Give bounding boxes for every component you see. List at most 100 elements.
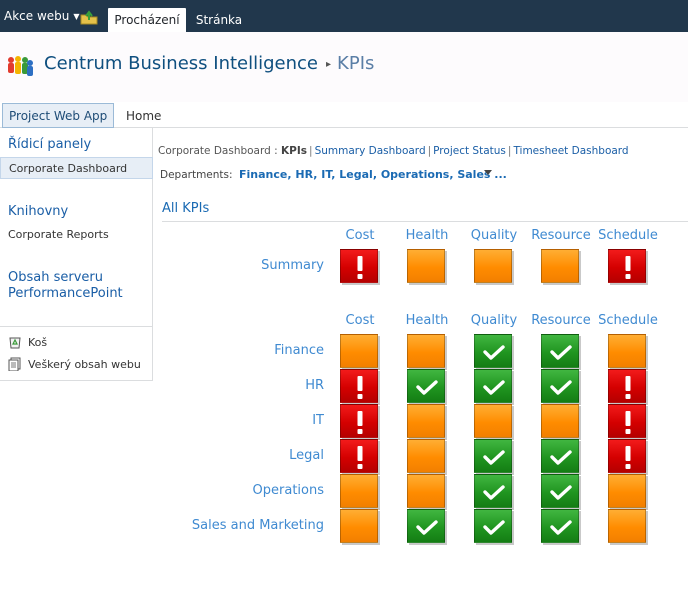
kpi-indicator-sales-and-marketing-quality[interactable] bbox=[474, 509, 514, 545]
kpi-indicator-finance-schedule[interactable] bbox=[608, 334, 648, 370]
link-timesheet-dashboard[interactable]: Timesheet Dashboard bbox=[513, 145, 629, 157]
leftnav-heading-dashboards[interactable]: Řídicí panely bbox=[8, 137, 92, 152]
leftnav-item-corporate-reports[interactable]: Corporate Reports bbox=[8, 228, 109, 241]
exclamation-icon bbox=[625, 376, 631, 399]
topnav-project-web-app[interactable]: Project Web App bbox=[2, 103, 115, 128]
leftnav-heading-libraries[interactable]: Knihovny bbox=[8, 204, 69, 219]
kpi-indicator-legal-quality[interactable] bbox=[474, 439, 514, 475]
kpi-indicator-summary-schedule[interactable] bbox=[608, 249, 648, 285]
check-icon bbox=[550, 485, 572, 500]
kpi-indicator-finance-quality[interactable] bbox=[474, 334, 514, 370]
navigate-up-icon[interactable] bbox=[80, 9, 98, 25]
check-icon bbox=[483, 380, 505, 395]
exclamation-icon bbox=[357, 446, 363, 469]
kpi-indicator-hr-cost[interactable] bbox=[340, 369, 380, 405]
breadcrumb-prefix: Corporate Dashboard : bbox=[158, 145, 278, 157]
kpi-indicator-finance-resource[interactable] bbox=[541, 334, 581, 370]
link-project-status[interactable]: Project Status bbox=[433, 145, 506, 157]
row-label-it[interactable]: IT bbox=[312, 413, 324, 428]
indicator-face bbox=[608, 439, 646, 473]
check-icon bbox=[550, 380, 572, 395]
kpi-indicator-sales-and-marketing-schedule[interactable] bbox=[608, 509, 648, 545]
indicator-face bbox=[608, 474, 646, 508]
indicator-face bbox=[541, 334, 579, 368]
row-label-sales-and-marketing[interactable]: Sales and Marketing bbox=[191, 518, 324, 533]
column-header-cost: Cost bbox=[345, 228, 375, 243]
kpi-indicator-it-schedule[interactable] bbox=[608, 404, 648, 440]
leftnav-item-corporate-dashboard[interactable]: Corporate Dashboard bbox=[0, 157, 153, 179]
kpi-indicator-summary-quality[interactable] bbox=[474, 249, 514, 285]
kpi-indicator-it-resource[interactable] bbox=[541, 404, 581, 440]
kpi-indicator-it-cost[interactable] bbox=[340, 404, 380, 440]
page-title: Centrum Business Intelligence ▸ KPIs bbox=[44, 53, 374, 74]
kpi-indicator-it-health[interactable] bbox=[407, 404, 447, 440]
kpi-indicator-operations-cost[interactable] bbox=[340, 474, 380, 510]
kpi-indicator-sales-and-marketing-cost[interactable] bbox=[340, 509, 380, 545]
indicator-face bbox=[608, 404, 646, 438]
site-actions-menu[interactable]: Akce webu ▼ bbox=[0, 0, 84, 32]
ribbon: Akce webu ▼ Procházení Stránka bbox=[0, 0, 688, 32]
check-icon bbox=[483, 485, 505, 500]
kpi-indicator-hr-health[interactable] bbox=[407, 369, 447, 405]
chevron-down-icon: ▼ bbox=[73, 11, 80, 21]
kpi-indicator-operations-schedule[interactable] bbox=[608, 474, 648, 510]
indicator-face bbox=[474, 439, 512, 473]
departments-label: Departments: bbox=[160, 169, 233, 181]
leftnav-recycle-bin[interactable]: Koš bbox=[8, 335, 47, 349]
exclamation-icon bbox=[625, 446, 631, 469]
breadcrumb-divider: | bbox=[507, 145, 512, 157]
indicator-face bbox=[340, 474, 378, 508]
kpi-indicator-legal-cost[interactable] bbox=[340, 439, 380, 475]
kpi-indicator-hr-resource[interactable] bbox=[541, 369, 581, 405]
row-label-hr[interactable]: HR bbox=[305, 378, 324, 393]
column-header-health: Health bbox=[405, 313, 449, 328]
indicator-face bbox=[474, 334, 512, 368]
kpi-indicator-operations-resource[interactable] bbox=[541, 474, 581, 510]
leftnav-heading-performancepoint[interactable]: PerformancePoint bbox=[8, 286, 123, 301]
kpi-indicator-finance-cost[interactable] bbox=[340, 334, 380, 370]
tab-browse[interactable]: Procházení bbox=[108, 8, 186, 32]
departments-filter[interactable]: Finance, HR, IT, Legal, Operations, Sale… bbox=[239, 168, 507, 181]
dropdown-arrow-icon[interactable] bbox=[484, 170, 492, 175]
leftnav-heading-server-content[interactable]: Obsah serveru bbox=[8, 270, 103, 285]
exclamation-icon bbox=[357, 411, 363, 434]
column-header-quality: Quality bbox=[470, 228, 518, 243]
row-label-operations[interactable]: Operations bbox=[252, 483, 324, 498]
kpi-indicator-legal-health[interactable] bbox=[407, 439, 447, 475]
leftnav-all-site-content[interactable]: Veškerý obsah webu bbox=[8, 357, 141, 371]
recycle-bin-label: Koš bbox=[28, 335, 48, 349]
column-header-schedule: Schedule bbox=[598, 228, 658, 243]
site-title-link[interactable]: Centrum Business Intelligence bbox=[44, 53, 318, 74]
indicator-face bbox=[340, 509, 378, 543]
indicator-face bbox=[608, 509, 646, 543]
link-summary-dashboard[interactable]: Summary Dashboard bbox=[314, 145, 426, 157]
indicator-face bbox=[407, 404, 445, 438]
site-content-label: Veškerý obsah webu bbox=[28, 357, 141, 371]
kpi-indicator-sales-and-marketing-resource[interactable] bbox=[541, 509, 581, 545]
kpi-indicator-hr-quality[interactable] bbox=[474, 369, 514, 405]
kpi-indicator-it-quality[interactable] bbox=[474, 404, 514, 440]
site-content-icon bbox=[8, 357, 21, 371]
kpi-indicator-summary-health[interactable] bbox=[407, 249, 447, 285]
row-label-legal[interactable]: Legal bbox=[289, 448, 324, 463]
indicator-face bbox=[340, 369, 378, 403]
kpi-indicator-sales-and-marketing-health[interactable] bbox=[407, 509, 447, 545]
kpi-indicator-hr-schedule[interactable] bbox=[608, 369, 648, 405]
kpi-heading: All KPIs bbox=[162, 201, 210, 216]
kpi-indicator-operations-quality[interactable] bbox=[474, 474, 514, 510]
kpi-indicator-summary-cost[interactable] bbox=[340, 249, 380, 285]
row-label-summary[interactable]: Summary bbox=[261, 258, 324, 273]
kpi-indicator-summary-resource[interactable] bbox=[541, 249, 581, 285]
kpi-indicator-operations-health[interactable] bbox=[407, 474, 447, 510]
tab-page[interactable]: Stránka bbox=[195, 13, 243, 27]
kpi-indicator-legal-schedule[interactable] bbox=[608, 439, 648, 475]
indicator-face bbox=[340, 439, 378, 473]
kpi-indicator-legal-resource[interactable] bbox=[541, 439, 581, 475]
indicator-face bbox=[541, 509, 579, 543]
topnav-home[interactable]: Home bbox=[126, 108, 162, 123]
indicator-face bbox=[407, 369, 445, 403]
kpi-indicator-finance-health[interactable] bbox=[407, 334, 447, 370]
check-icon bbox=[416, 380, 438, 395]
row-label-finance[interactable]: Finance bbox=[274, 343, 324, 358]
exclamation-icon bbox=[625, 256, 631, 279]
